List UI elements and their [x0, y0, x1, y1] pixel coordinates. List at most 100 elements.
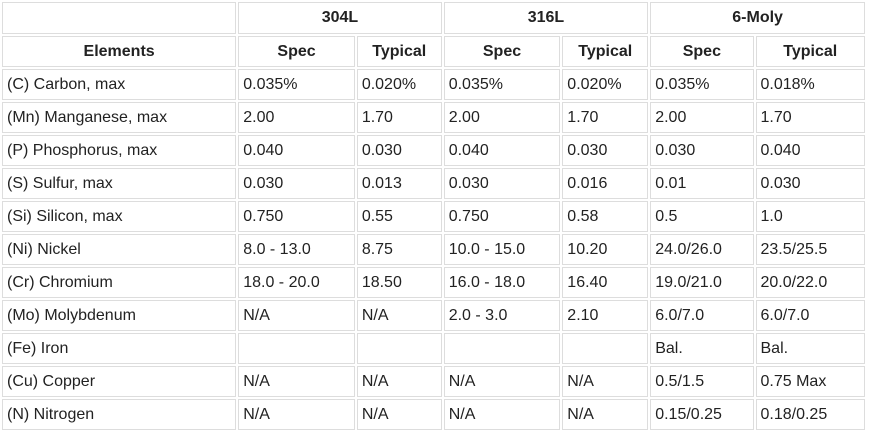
- table-row: (Si) Silicon, max 0.750 0.55 0.750 0.58 0.5 1.…: [2, 201, 865, 232]
- value-cell: N/A: [443, 399, 561, 430]
- value-cell: 1.70: [562, 102, 649, 133]
- value-cell: 6.0/7.0: [755, 300, 865, 331]
- element-name-cell: (Cr) Chromium: [2, 267, 237, 298]
- table-row: (Cr) Chromium 18.0 - 20.0 18.50 16.0 - 18.0…: [2, 267, 865, 298]
- value-cell: 0.55: [356, 201, 442, 232]
- value-cell: 0.030: [356, 135, 442, 166]
- value-cell: N/A: [238, 366, 355, 397]
- value-cell: 0.01: [650, 168, 754, 199]
- value-cell: Bal.: [650, 333, 754, 364]
- group-header-row: 304L 316L 6-Moly: [2, 2, 865, 34]
- group-header-empty: [2, 2, 237, 34]
- element-name-cell: (Mo) Molybdenum: [2, 300, 237, 331]
- value-cell: 0.035%: [650, 69, 754, 100]
- value-cell: 1.70: [755, 102, 865, 133]
- table-row: (Mn) Manganese, max 2.00 1.70 2.00 1.70 2.00 1…: [2, 102, 865, 133]
- value-cell: [562, 333, 649, 364]
- value-cell: 16.0 - 18.0: [443, 267, 561, 298]
- value-cell: 0.030: [562, 135, 649, 166]
- group-header-316l: 316L: [443, 2, 649, 34]
- value-cell: 0.5: [650, 201, 754, 232]
- value-cell: 2.0 - 3.0: [443, 300, 561, 331]
- column-header-316l-typical: Typical: [562, 36, 649, 67]
- column-header-304l-typical: Typical: [356, 36, 442, 67]
- table-body: (C) Carbon, max 0.035% 0.020% 0.035% 0.020% 0…: [2, 69, 865, 430]
- table-row: (Ni) Nickel 8.0 - 13.0 8.75 10.0 - 15.0 10.2…: [2, 234, 865, 265]
- value-cell: 0.035%: [443, 69, 561, 100]
- value-cell: 0.030: [238, 168, 355, 199]
- value-cell: 20.0/22.0: [755, 267, 865, 298]
- value-cell: 0.040: [443, 135, 561, 166]
- value-cell: 8.75: [356, 234, 442, 265]
- element-name-cell: (C) Carbon, max: [2, 69, 237, 100]
- column-header-row: Elements Spec Typical Spec Typical Spec …: [2, 36, 865, 67]
- table-row: (P) Phosphorus, max 0.040 0.030 0.040 0.030 0…: [2, 135, 865, 166]
- table-row: (Mo) Molybdenum N/A N/A 2.0 - 3.0 2.10 6.0/7.…: [2, 300, 865, 331]
- element-name-cell: (S) Sulfur, max: [2, 168, 237, 199]
- value-cell: 0.040: [238, 135, 355, 166]
- value-cell: 0.750: [238, 201, 355, 232]
- table-row: (Cu) Copper N/A N/A N/A N/A 0.5/1.5 0.75 Max: [2, 366, 865, 397]
- column-header-elements: Elements: [2, 36, 237, 67]
- value-cell: N/A: [356, 366, 442, 397]
- value-cell: 19.0/21.0: [650, 267, 754, 298]
- element-name-cell: (Cu) Copper: [2, 366, 237, 397]
- value-cell: N/A: [238, 300, 355, 331]
- column-header-304l-spec: Spec: [238, 36, 355, 67]
- value-cell: N/A: [562, 366, 649, 397]
- table-row: (C) Carbon, max 0.035% 0.020% 0.035% 0.020% 0…: [2, 69, 865, 100]
- value-cell: 18.0 - 20.0: [238, 267, 355, 298]
- value-cell: Bal.: [755, 333, 865, 364]
- element-name-cell: (Si) Silicon, max: [2, 201, 237, 232]
- value-cell: N/A: [562, 399, 649, 430]
- value-cell: 18.50: [356, 267, 442, 298]
- value-cell: 0.040: [755, 135, 865, 166]
- column-header-6-moly-spec: Spec: [650, 36, 754, 67]
- element-name-cell: (Mn) Manganese, max: [2, 102, 237, 133]
- value-cell: [238, 333, 355, 364]
- value-cell: 0.58: [562, 201, 649, 232]
- value-cell: 0.020%: [356, 69, 442, 100]
- value-cell: N/A: [356, 300, 442, 331]
- value-cell: 0.035%: [238, 69, 355, 100]
- value-cell: 2.00: [238, 102, 355, 133]
- value-cell: 10.20: [562, 234, 649, 265]
- value-cell: 24.0/26.0: [650, 234, 754, 265]
- table-row: (Fe) Iron Bal. Bal.: [2, 333, 865, 364]
- value-cell: 16.40: [562, 267, 649, 298]
- value-cell: [356, 333, 442, 364]
- table-row: (N) Nitrogen N/A N/A N/A N/A 0.15/0.25 0.18/0.…: [2, 399, 865, 430]
- column-header-6-moly-typical: Typical: [755, 36, 865, 67]
- value-cell: 1.0: [755, 201, 865, 232]
- value-cell: 8.0 - 13.0: [238, 234, 355, 265]
- value-cell: N/A: [443, 366, 561, 397]
- element-name-cell: (N) Nitrogen: [2, 399, 237, 430]
- element-name-cell: (Ni) Nickel: [2, 234, 237, 265]
- element-name-cell: (P) Phosphorus, max: [2, 135, 237, 166]
- value-cell: 0.020%: [562, 69, 649, 100]
- group-header-304l: 304L: [238, 2, 442, 34]
- value-cell: 0.030: [650, 135, 754, 166]
- value-cell: [443, 333, 561, 364]
- value-cell: 0.5/1.5: [650, 366, 754, 397]
- table-row: (S) Sulfur, max 0.030 0.013 0.030 0.016 0.01 0…: [2, 168, 865, 199]
- column-header-316l-spec: Spec: [443, 36, 561, 67]
- value-cell: 0.030: [443, 168, 561, 199]
- value-cell: 0.18/0.25: [755, 399, 865, 430]
- value-cell: 2.00: [650, 102, 754, 133]
- value-cell: 0.75 Max: [755, 366, 865, 397]
- value-cell: N/A: [238, 399, 355, 430]
- value-cell: 10.0 - 15.0: [443, 234, 561, 265]
- value-cell: 0.15/0.25: [650, 399, 754, 430]
- value-cell: 1.70: [356, 102, 442, 133]
- value-cell: N/A: [356, 399, 442, 430]
- value-cell: 6.0/7.0: [650, 300, 754, 331]
- value-cell: 0.013: [356, 168, 442, 199]
- value-cell: 0.750: [443, 201, 561, 232]
- value-cell: 0.018%: [755, 69, 865, 100]
- value-cell: 23.5/25.5: [755, 234, 865, 265]
- value-cell: 2.00: [443, 102, 561, 133]
- value-cell: 0.030: [755, 168, 865, 199]
- element-name-cell: (Fe) Iron: [2, 333, 237, 364]
